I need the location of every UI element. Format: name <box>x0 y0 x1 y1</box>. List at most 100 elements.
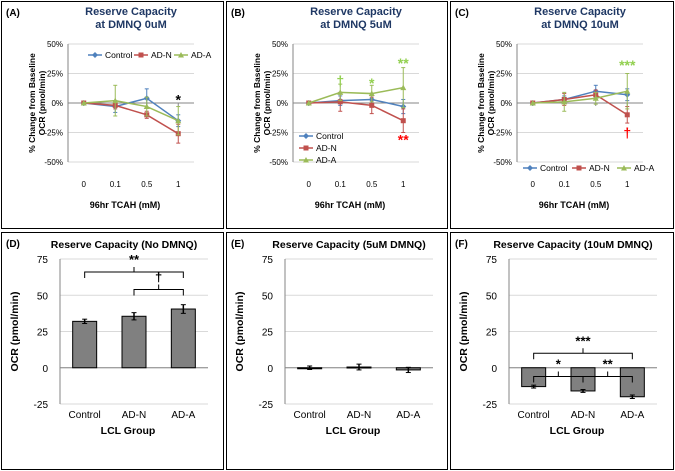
x-axis-title: 96hr TCAH (mM) <box>539 200 610 210</box>
data-point <box>80 100 87 106</box>
y-tick-label: 0 <box>267 364 273 375</box>
y-tick-label: -25 <box>483 400 498 411</box>
y-tick-label: 50% <box>272 40 288 49</box>
y-tick-label: -25 <box>34 400 49 411</box>
data-point <box>529 100 536 106</box>
chart-title: at DMNQ 0uM <box>95 19 167 31</box>
significance-bracket <box>533 348 633 360</box>
chart-title: Reserve Capacity <box>534 6 627 18</box>
data-point <box>337 99 343 105</box>
y-tick-label: 50 <box>486 291 498 302</box>
data-point <box>368 90 375 97</box>
x-tick-label: 0 <box>307 180 312 189</box>
panel-c: (C) Reserve Capacity at DMNQ 10uM 50% 25% 0% -… <box>450 1 674 229</box>
panel-label: (C) <box>455 8 469 19</box>
y-tick-label: 25% <box>272 70 288 79</box>
x-tick-label: AD-N <box>571 410 595 421</box>
y-tick-label: 25% <box>496 70 512 79</box>
series-line <box>532 93 628 116</box>
y-tick-label: 0% <box>500 99 512 108</box>
bar-chart-f: (F) Reserve Capacity (10uM DMNQ) 75 50 25 0 -2… <box>455 239 657 437</box>
y-axis-title: OCR (pmol/min) <box>234 292 246 372</box>
y-tick-label: -25% <box>269 129 288 138</box>
panel-d: (D) Reserve Capacity (No DMNQ) 75 50 25 0 -25 C… <box>1 232 224 470</box>
y-axis-title: % Change from BaselineOCR (pmol/min) <box>27 53 47 153</box>
x-tick-label: 1 <box>401 180 406 189</box>
panel-label: (D) <box>6 239 20 250</box>
significance-mark: * <box>369 75 375 91</box>
data-point <box>624 88 631 94</box>
legend-marker <box>576 165 582 171</box>
x-tick-label: 1 <box>176 180 181 189</box>
significance-mark: *** <box>619 57 636 73</box>
significance-bracket <box>84 267 184 279</box>
y-tick-label: 75 <box>262 255 274 266</box>
data-point <box>592 95 599 101</box>
x-tick-label: Control <box>294 410 326 421</box>
significance-mark: * <box>556 356 562 371</box>
chart-title: at DMNQ 5uM <box>320 19 392 31</box>
panel-label: (F) <box>455 239 468 250</box>
data-point <box>305 100 312 106</box>
chart-title: Reserve Capacity <box>85 6 178 18</box>
x-axis-title: 96hr TCAH (mM) <box>90 200 161 210</box>
significance-bracket <box>582 371 633 383</box>
y-tick-label: 75 <box>37 255 49 266</box>
y-axis-title: OCR (pmol/min) <box>9 292 21 372</box>
y-tick-label: 0 <box>491 364 497 375</box>
y-axis-title: % Change from BaselineOCR (pmol/min) <box>252 53 272 153</box>
data-point <box>624 112 630 118</box>
y-tick-label: 25 <box>486 328 498 339</box>
legend-label: AD-A <box>316 155 337 165</box>
x-tick-label: 0 <box>531 180 536 189</box>
legend-marker <box>178 52 184 58</box>
data-point <box>337 89 344 95</box>
y-axis-title: OCR (pmol/min) <box>458 292 470 372</box>
y-tick-label: 0% <box>276 99 288 108</box>
y-tick-label: 75 <box>486 255 498 266</box>
legend-label: AD-N <box>316 143 337 153</box>
legend-marker <box>621 165 627 171</box>
x-tick-label: AD-A <box>620 410 644 421</box>
x-tick-label: 1 <box>625 180 630 189</box>
y-tick-label: 50 <box>37 291 49 302</box>
x-axis-title: LCL Group <box>550 425 605 437</box>
series-line <box>308 86 404 104</box>
y-tick-label: 25 <box>262 328 274 339</box>
legend-label: AD-A <box>634 163 655 173</box>
x-axis-title: 96hr TCAH (mM) <box>315 200 386 210</box>
chart-title: at DMNQ 10uM <box>541 19 619 31</box>
x-axis-title: LCL Group <box>101 425 156 437</box>
y-tick-label: -50% <box>493 158 512 167</box>
x-tick-label: 0.5 <box>590 180 602 189</box>
significance-mark: ** <box>398 132 409 148</box>
significance-mark: * <box>176 91 182 107</box>
y-axis-title-line: OCR (pmol/min) <box>37 70 47 135</box>
y-axis-title-line: % Change from Baseline <box>252 53 262 153</box>
legend-label: AD-A <box>191 50 212 60</box>
y-tick-label: 0 <box>42 364 48 375</box>
legend-marker <box>303 145 309 151</box>
legend-marker <box>303 157 309 163</box>
x-tick-label: 0.5 <box>366 180 378 189</box>
significance-bracket <box>133 284 184 296</box>
x-tick-label: AD-A <box>396 410 420 421</box>
data-point <box>143 103 150 110</box>
legend-label: Control <box>105 50 133 60</box>
legend-marker <box>92 52 98 58</box>
series-line <box>532 90 628 104</box>
x-tick-label: 0.1 <box>110 180 122 189</box>
series-line <box>83 99 179 122</box>
x-tick-label: AD-N <box>347 410 371 421</box>
y-axis-title-line: OCR (pmol/min) <box>486 70 496 135</box>
x-tick-label: Control <box>518 410 550 421</box>
bar <box>121 315 147 369</box>
chart-title: Reserve Capacity (5uM DMNQ) <box>272 239 425 251</box>
y-axis-title-line: % Change from Baseline <box>27 53 37 153</box>
x-tick-label: AD-A <box>171 410 195 421</box>
y-tick-label: -25% <box>493 129 512 138</box>
y-tick-label: 25 <box>37 328 49 339</box>
y-axis-title: % Change from BaselineOCR (pmol/min) <box>476 53 496 153</box>
significance-mark: ** <box>129 252 140 267</box>
